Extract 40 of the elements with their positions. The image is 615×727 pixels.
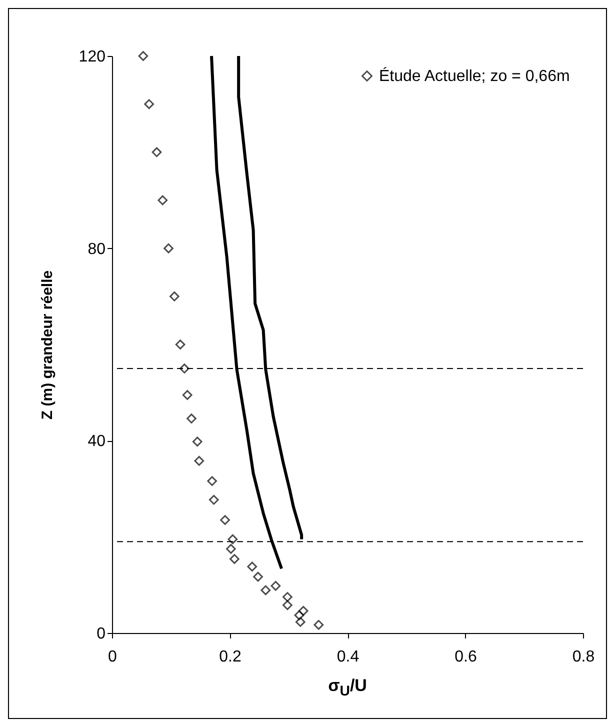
- point: [182, 390, 192, 400]
- point: [226, 544, 236, 554]
- y-tick-label: 80: [88, 240, 106, 258]
- point: [164, 243, 174, 254]
- x-axis-title: σ$_{U}$/U: [327, 676, 368, 700]
- x-tick-label: 0.6: [454, 648, 477, 666]
- point: [247, 562, 258, 572]
- point: [270, 580, 281, 591]
- point: [194, 456, 204, 466]
- point: [144, 99, 154, 110]
- y-tick-label: 40: [88, 433, 106, 450]
- y-axis-title: Z (m) grandeur réelle: [38, 270, 56, 420]
- y-tick-label: 0: [96, 626, 106, 642]
- point: [260, 585, 271, 596]
- point: [295, 617, 306, 627]
- point: [314, 620, 324, 630]
- point: [208, 494, 219, 505]
- x-tick-label: 0.2: [219, 648, 242, 666]
- point: [138, 51, 148, 61]
- y-tick-label: 120: [78, 48, 106, 66]
- point: [192, 436, 202, 447]
- x-tick-label: 0: [108, 648, 118, 666]
- point: [228, 534, 238, 544]
- point: [152, 147, 162, 158]
- point: [230, 554, 240, 564]
- point: [169, 291, 180, 302]
- point: [282, 592, 292, 602]
- point: [175, 340, 186, 350]
- point: [282, 600, 292, 610]
- point: [158, 195, 168, 206]
- x-tick-label: 0.4: [336, 648, 360, 666]
- point: [298, 606, 308, 616]
- point: [179, 364, 190, 374]
- point: [220, 515, 230, 525]
- legend-label: Étude Actuelle; zo = 0,66m: [379, 67, 570, 85]
- point: [253, 572, 263, 582]
- point: [207, 476, 218, 486]
- x-tick-label: 0.8: [572, 648, 595, 666]
- point: [294, 610, 304, 620]
- point: [186, 414, 196, 424]
